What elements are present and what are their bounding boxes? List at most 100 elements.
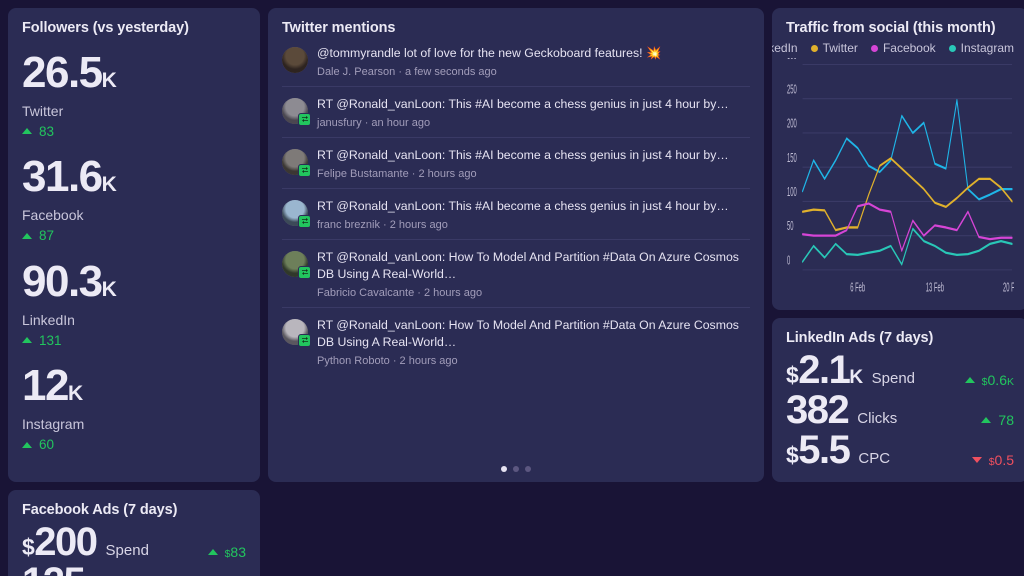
triangle-up-icon [22, 337, 32, 344]
followers-list: 26.5 K Twitter 83 31.6 K Facebook 87 90.3 K Linked… [22, 36, 246, 470]
retweet-badge-icon [298, 163, 311, 177]
pagination-dot[interactable] [501, 466, 507, 472]
follower-value: 31.6 K [22, 152, 117, 201]
follower-delta-value: 87 [39, 228, 55, 243]
triangle-up-icon [22, 232, 32, 239]
mention-body: @tommyrandle lot of love for the new Gec… [317, 45, 750, 78]
mention-text: RT @Ronald_vanLoon: This #AI become a ch… [317, 147, 729, 162]
retweet-path [301, 218, 308, 225]
linkedin-ads-delta-suffix: K [1006, 376, 1014, 388]
linkedin-ads-value: 382 [786, 388, 850, 432]
follower-delta-value: 131 [39, 332, 62, 348]
legend-label: Twitter [822, 41, 858, 55]
mention-item[interactable]: RT @Ronald_vanLoon: How To Model And Par… [282, 240, 750, 308]
linkedin-ads-currency: $ [786, 362, 799, 388]
legend-label: LinkedIn [772, 41, 798, 55]
linkedin-ads-delta-value: $0.6K [981, 372, 1014, 388]
follower-delta: 60 [22, 438, 246, 452]
retweet-path [301, 167, 308, 174]
chart-line-instagram [802, 227, 1013, 266]
legend-label: Instagram [960, 41, 1014, 55]
x-axis-tick-label: 20 Feb [1003, 281, 1014, 295]
mention-body: RT @Ronald_vanLoon: How To Model And Par… [317, 249, 750, 299]
mention-item[interactable]: RT @Ronald_vanLoon: This #AI become a ch… [282, 138, 750, 189]
linkedin-ads-delta: $0.6K [964, 372, 1014, 388]
traffic-chart-title: Traffic from social (this month) [786, 20, 996, 36]
avatar-wrapper [282, 250, 311, 279]
avatar [282, 250, 308, 277]
retweet-arrows-icon [301, 116, 308, 123]
facebook-ads-currency: $ [22, 534, 35, 560]
y-axis-tick-label: 50 [787, 220, 794, 234]
follower-item: 26.5 K Twitter 83 [22, 50, 246, 139]
mention-meta: Fabricio Cavalcante · 2 hours ago [317, 286, 483, 299]
linkedin-ads-label: Clicks [857, 410, 898, 427]
facebook-ads-row: 125Clicks35 [22, 562, 246, 576]
mention-item[interactable]: RT @Ronald_vanLoon: This #AI become a ch… [282, 87, 750, 138]
follower-value: 90.3 K [22, 256, 117, 306]
followers-title: Followers (vs yesterday) [22, 20, 189, 36]
linkedin-ads-row: 382 Clicks 78 [786, 390, 1014, 430]
retweet-badge-icon [298, 265, 311, 279]
chart-line-twitter [802, 157, 1013, 232]
chart-line-linkedin [802, 98, 1013, 201]
retweet-path [301, 269, 308, 276]
follower-delta: 87 [22, 229, 246, 243]
facebook-ads-row: $200 Spend $83 [22, 522, 246, 562]
follower-label: Facebook [22, 207, 84, 223]
facebook-ads-metric: $200 [22, 520, 98, 564]
traffic-chart-panel: Traffic from social (this month) LinkedI… [772, 8, 1024, 310]
mention-body: RT @Ronald_vanLoon: This #AI become a ch… [317, 147, 750, 180]
mention-text: RT @Ronald_vanLoon: How To Model And Par… [317, 317, 739, 349]
facebook-ads-title: Facebook Ads (7 days) [22, 502, 178, 518]
mention-meta: Python Roboto · 2 hours ago [317, 354, 458, 367]
linkedin-ads-label: CPC [858, 450, 891, 467]
mention-text: RT @Ronald_vanLoon: How To Model And Par… [317, 249, 739, 281]
y-axis-tick-label: 100 [787, 186, 797, 200]
mention-meta: Felipe Bustamante · 2 hours ago [317, 167, 477, 180]
mention-meta: Dale J. Pearson · a few seconds ago [317, 65, 497, 78]
retweet-badge-icon [298, 112, 311, 126]
facebook-ads-value: 125 [22, 562, 86, 576]
y-axis-tick-label: 250 [787, 83, 797, 97]
mention-item[interactable]: @tommyrandle lot of love for the new Gec… [282, 36, 750, 87]
linkedin-ads-delta-currency: $ [988, 456, 995, 468]
retweet-arrows-icon [301, 218, 308, 225]
follower-unit: K [101, 277, 117, 301]
linkedin-ads-delta-value: $0.5 [988, 452, 1014, 468]
chart-header: LinkedIn Twitter Facebook Instagram [772, 40, 1014, 56]
linkedin-ads-value: 5.5 [798, 428, 851, 472]
follower-delta: 83 [22, 124, 246, 139]
mention-text: RT @Ronald_vanLoon: This #AI become a ch… [317, 198, 729, 213]
linkedin-ads-metric: $5.5 [786, 428, 851, 472]
pagination-dot[interactable] [525, 466, 531, 472]
linkedin-ads-delta: $0.5 [971, 452, 1014, 468]
chart-line-facebook [802, 202, 1013, 252]
retweet-arrows-icon [301, 167, 308, 174]
triangle-up-icon [964, 377, 975, 383]
facebook-ads-delta-currency: $ [224, 548, 231, 560]
follower-item: 31.6 K Facebook 87 [22, 155, 246, 243]
linkedin-ads-delta-value: 78 [998, 412, 1014, 428]
pagination-dot[interactable] [513, 466, 519, 472]
mention-item[interactable]: RT @Ronald_vanLoon: This #AI become a ch… [282, 189, 750, 240]
twitter-mentions-panel: Twitter mentions @tommyrandle lot of lov… [268, 8, 764, 482]
legend-item-instagram: Instagram [948, 41, 1014, 55]
legend-item-twitter: Twitter [810, 41, 858, 55]
linkedin-ads-row: $5.5 CPC $0.5 [786, 430, 1014, 470]
mentions-list: @tommyrandle lot of love for the new Gec… [268, 36, 764, 460]
linkedin-ads-row: $2.1 K Spend $0.6K [786, 350, 1014, 390]
triangle-up-icon [22, 441, 32, 448]
chart-legend: LinkedIn Twitter Facebook Instagram [772, 40, 1014, 56]
facebook-ads-value: 200 [34, 520, 98, 564]
retweet-arrows-icon [301, 337, 308, 344]
mentions-pagination[interactable] [268, 460, 764, 482]
retweet-badge-icon [298, 214, 311, 228]
follower-value: 12 K [22, 361, 83, 410]
chart-plot-area: 0 50 100 150 200 250 300 6 Feb 13 Feb 20 Feb [786, 58, 1014, 298]
y-axis-tick-label: 200 [787, 117, 797, 131]
follower-label: Twitter [22, 102, 64, 119]
legend-color-dot [870, 44, 878, 52]
mention-item[interactable]: RT @Ronald_vanLoon: How To Model And Par… [282, 308, 750, 375]
